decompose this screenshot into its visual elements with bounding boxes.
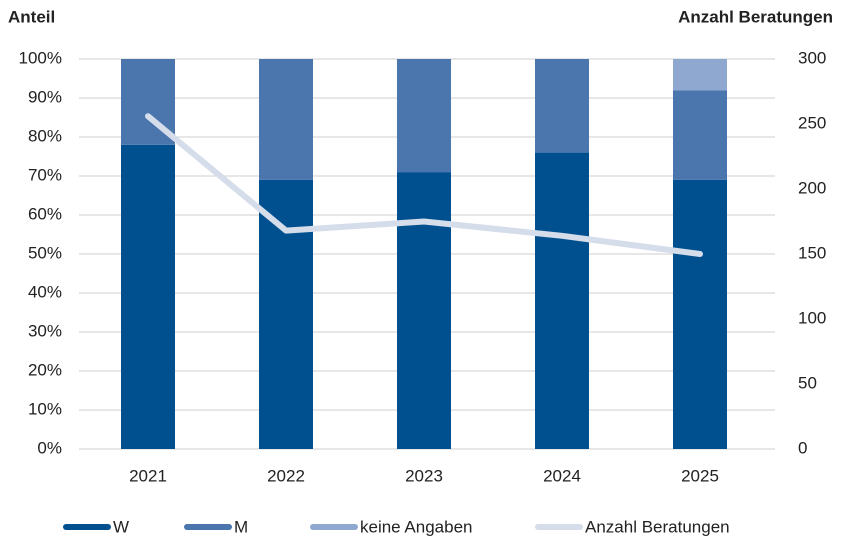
bar-segment [673, 59, 727, 91]
y-tick-label: 80% [28, 126, 62, 145]
y-tick-label: 90% [28, 87, 62, 106]
y2-tick-label: 100 [798, 308, 826, 327]
bar-segment [259, 179, 313, 449]
y-tick-label: 100% [19, 48, 62, 67]
y2-tick-label: 300 [798, 48, 826, 67]
y2-tick-label: 150 [798, 243, 826, 262]
y2-tick-label: 50 [798, 373, 817, 392]
legend-label: keine Angaben [360, 517, 473, 536]
x-tick-label: 2022 [267, 466, 305, 485]
x-tick-label: 2025 [681, 466, 719, 485]
y-tick-label: 70% [28, 165, 62, 184]
bar-segment [535, 59, 589, 153]
y-axis-title: Anteil [8, 7, 55, 26]
y2-tick-label: 0 [798, 438, 807, 457]
bar-segment [397, 172, 451, 449]
bar-segment [121, 144, 175, 450]
y-tick-label: 0% [37, 438, 62, 457]
y-tick-label: 50% [28, 243, 62, 262]
x-tick-label: 2023 [405, 466, 443, 485]
legend-label: Anzahl Beratungen [585, 517, 730, 536]
x-tick-label: 2024 [543, 466, 581, 485]
bar-segment [259, 59, 313, 180]
bar-segment [397, 59, 451, 173]
bar-segment [673, 179, 727, 449]
y-tick-label: 30% [28, 321, 62, 340]
y-tick-label: 60% [28, 204, 62, 223]
line-series [145, 113, 703, 257]
bar-segment [673, 90, 727, 180]
legend-label: M [234, 517, 248, 536]
legend-label: W [113, 517, 129, 536]
y-tick-label: 20% [28, 360, 62, 379]
y-tick-label: 10% [28, 399, 62, 418]
x-tick-label: 2021 [129, 466, 167, 485]
y2-tick-label: 200 [798, 178, 826, 197]
y2-axis-title: Anzahl Beratungen [678, 7, 833, 26]
y2-tick-label: 250 [798, 113, 826, 132]
y-tick-label: 40% [28, 282, 62, 301]
bar-segment [535, 152, 589, 449]
